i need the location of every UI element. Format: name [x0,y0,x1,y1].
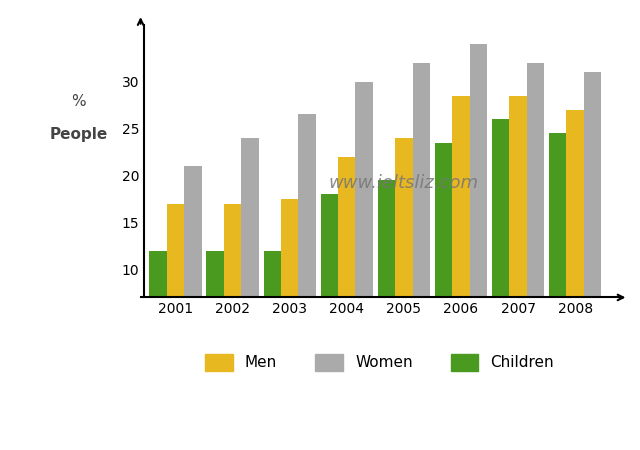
Bar [355,81,373,363]
Bar [298,114,316,363]
Bar [241,138,259,363]
Bar [566,110,584,363]
Bar [338,157,355,363]
Bar [149,251,167,363]
Bar [492,119,509,363]
Bar [167,203,184,363]
Bar [527,63,544,363]
Bar [549,133,566,363]
Text: People: People [49,126,108,142]
Bar [224,203,241,363]
Bar [435,143,452,363]
Bar [264,251,281,363]
Bar [584,72,602,363]
Bar [207,251,224,363]
Legend: Men, Women, Children: Men, Women, Children [198,346,562,379]
Text: %: % [71,94,86,109]
Bar [395,138,413,363]
Bar [378,180,395,363]
Bar [184,166,202,363]
Bar [509,95,527,363]
Bar [470,44,487,363]
Bar [281,199,298,363]
Text: www.ieltsliz.com: www.ieltsliz.com [328,174,479,192]
Bar [321,194,338,363]
Bar [413,63,430,363]
Bar [452,95,470,363]
